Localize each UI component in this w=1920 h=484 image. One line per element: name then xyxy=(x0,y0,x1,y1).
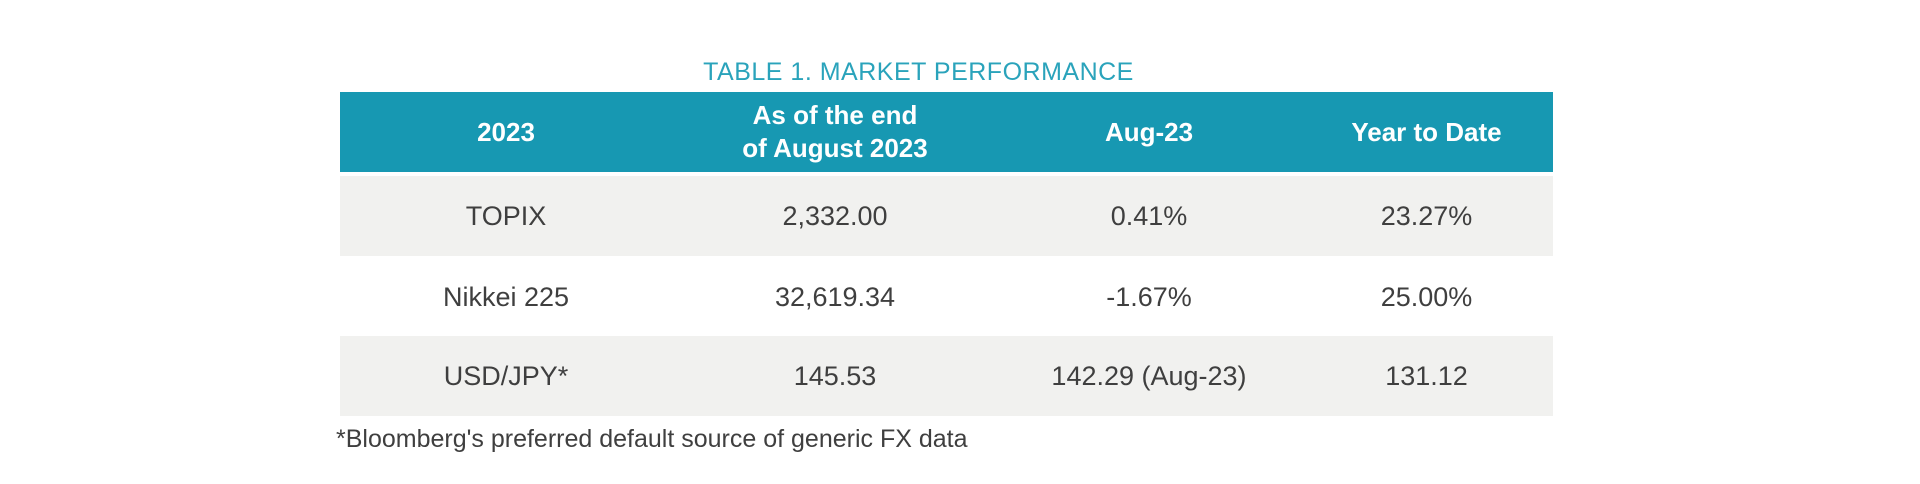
cell-nikkei-end-of-august: 32,619.34 xyxy=(774,281,896,312)
header-cell-year: 2023 xyxy=(477,116,535,147)
table-title: TABLE 1. MARKET PERFORMANCE xyxy=(703,58,1134,86)
table-row-topix: TOPIX 2,332.00 0.41% 23.27% xyxy=(340,176,1553,256)
cell-nikkei-aug-23: -1.67% xyxy=(1106,281,1192,312)
cell-topix-aug-23: 0.41% xyxy=(1110,200,1188,231)
cell-usdjpy-end-of-august: 145.53 xyxy=(793,360,877,391)
header-cell-aug-23: Aug-23 xyxy=(1104,116,1194,147)
cell-topix-label: TOPIX xyxy=(465,200,547,231)
table-footnote: *Bloomberg's preferred default source of… xyxy=(336,425,968,453)
market-performance-figure: TABLE 1. MARKET PERFORMANCE 2023 As of t… xyxy=(336,58,1553,454)
cell-usdjpy-aug-23: 142.29 (Aug-23) xyxy=(1051,360,1247,391)
cell-topix-end-of-august: 2,332.00 xyxy=(782,200,888,231)
header-cell-end-of-august: As of the end of August 2023 xyxy=(742,100,928,163)
cell-usdjpy-label: USD/JPY* xyxy=(443,360,569,391)
market-performance-table: 2023 As of the end of August 2023 Aug-23… xyxy=(340,92,1553,416)
table-row-usd-jpy: USD/JPY* 145.53 142.29 (Aug-23) 131.12 xyxy=(340,336,1553,416)
header-cell-year-to-date: Year to Date xyxy=(1351,116,1502,147)
cell-nikkei-label: Nikkei 225 xyxy=(442,281,570,312)
table-header-row: 2023 As of the end of August 2023 Aug-23… xyxy=(340,92,1553,172)
table-row-nikkei-225: Nikkei 225 32,619.34 -1.67% 25.00% xyxy=(340,256,1553,336)
cell-nikkei-year-to-date: 25.00% xyxy=(1380,281,1473,312)
cell-usdjpy-year-to-date: 131.12 xyxy=(1385,360,1468,391)
cell-topix-year-to-date: 23.27% xyxy=(1380,200,1473,231)
